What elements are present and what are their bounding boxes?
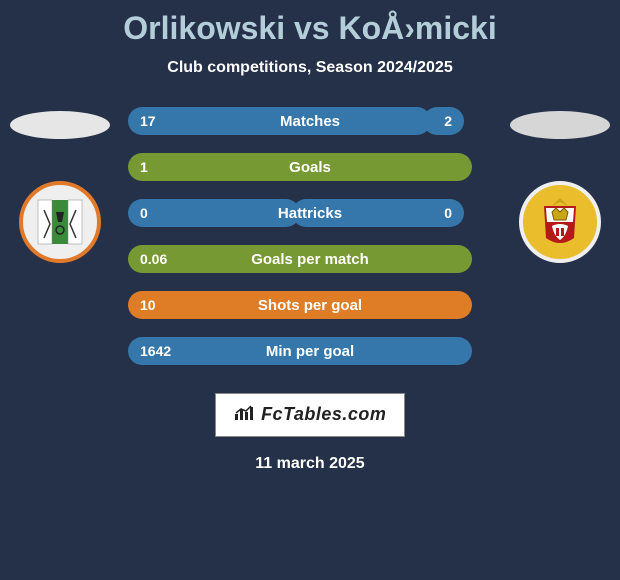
stat-row: 00Hattricks: [128, 199, 492, 227]
stat-value-left: 10: [140, 297, 156, 313]
korona-kielce-icon: [530, 192, 590, 252]
stat-row: 172Matches: [128, 107, 492, 135]
stat-value-right: 2: [444, 113, 452, 129]
player-left-oval: [10, 111, 110, 139]
stat-bar-left: 0.06: [128, 245, 472, 273]
stat-row: 10Shots per goal: [128, 291, 492, 319]
stat-row: 0.06Goals per match: [128, 245, 492, 273]
left-side: [10, 107, 110, 263]
stat-bar-left: 17: [128, 107, 431, 135]
subtitle: Club competitions, Season 2024/2025: [0, 59, 620, 77]
player-right-oval: [510, 111, 610, 139]
stat-value-right: 0: [444, 205, 452, 221]
club-crest-right: [519, 181, 601, 263]
stat-row: 1Goals: [128, 153, 492, 181]
comparison-card: Orlikowski vs KoÅ›micki Club competition…: [0, 0, 620, 473]
stat-bar-left: 1: [128, 153, 472, 181]
stat-row: 1642Min per goal: [128, 337, 492, 365]
stat-value-left: 1642: [140, 343, 171, 359]
brand-text: FcTables.com: [261, 404, 386, 424]
club-crest-left: [19, 181, 101, 263]
stat-bar-right: 0: [292, 199, 464, 227]
stat-value-left: 0: [140, 205, 148, 221]
stat-bar-left: 10: [128, 291, 472, 319]
stat-value-left: 1: [140, 159, 148, 175]
right-side: [510, 107, 610, 263]
stat-value-left: 0.06: [140, 251, 167, 267]
page-title: Orlikowski vs KoÅ›micki: [0, 10, 620, 47]
stat-bar-right: 2: [423, 107, 464, 135]
stat-bar-left: 0: [128, 199, 300, 227]
brand-link[interactable]: FcTables.com: [215, 393, 406, 437]
chart-icon: [234, 405, 254, 426]
date: 11 march 2025: [0, 455, 620, 473]
stats-column: 172Matches1Goals00Hattricks0.06Goals per…: [110, 107, 510, 383]
body-row: 172Matches1Goals00Hattricks0.06Goals per…: [0, 107, 620, 383]
stat-bar-left: 1642: [128, 337, 472, 365]
stat-value-left: 17: [140, 113, 156, 129]
footer: FcTables.com 11 march 2025: [0, 393, 620, 473]
zaglebie-lubin-icon: [30, 192, 90, 252]
